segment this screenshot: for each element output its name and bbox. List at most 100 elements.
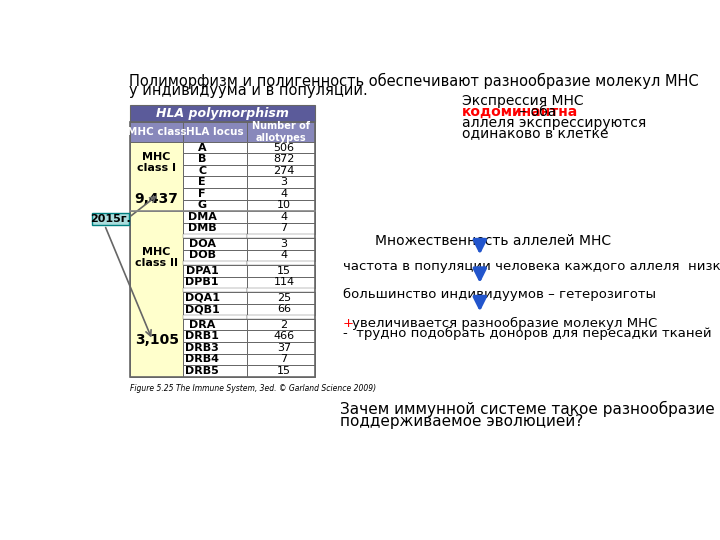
Text: 3: 3	[281, 239, 287, 249]
Text: DOA: DOA	[189, 239, 215, 249]
Bar	[183, 122, 246, 142]
Bar	[130, 122, 315, 377]
Bar	[183, 303, 246, 315]
Text: кодоминантна: кодоминантна	[462, 105, 578, 119]
Bar	[246, 365, 315, 377]
Text: Figure 5.25 The Immune System, 3ed. © Garland Science 2009): Figure 5.25 The Immune System, 3ed. © Ga…	[130, 384, 377, 393]
Bar	[183, 315, 246, 319]
Text: 9,437: 9,437	[135, 192, 179, 206]
Bar	[246, 354, 315, 365]
Bar	[183, 177, 246, 188]
Text: -  трудно подобрать доноров для пересадки тканей: - трудно подобрать доноров для пересадки…	[343, 327, 711, 340]
Text: большинство индивидуумов – гетерозиготы: большинство индивидуумов – гетерозиготы	[343, 288, 656, 301]
Text: 3,105: 3,105	[135, 333, 179, 347]
Text: HLA locus: HLA locus	[186, 127, 243, 137]
Bar	[246, 142, 315, 153]
Bar	[183, 211, 246, 222]
Text: 66: 66	[277, 304, 291, 314]
Bar	[183, 265, 246, 276]
Bar	[246, 222, 315, 234]
Text: DQB1: DQB1	[185, 304, 220, 314]
Text: DOB: DOB	[189, 251, 215, 260]
Bar	[246, 153, 315, 165]
Bar	[183, 261, 246, 265]
Text: Зачем иммунной системе такое разнообразие МНС,: Зачем иммунной системе такое разнообрази…	[341, 401, 720, 417]
Bar	[246, 315, 315, 319]
Text: DRB5: DRB5	[185, 366, 219, 376]
Bar	[246, 288, 315, 292]
Bar	[130, 142, 183, 211]
Text: Экспрессия МНС: Экспрессия МНС	[462, 94, 584, 108]
Bar	[183, 165, 246, 177]
Bar	[130, 105, 315, 122]
Text: MHC
class II: MHC class II	[135, 247, 178, 268]
Text: 274: 274	[274, 166, 294, 176]
Text: DRB4: DRB4	[185, 354, 219, 364]
Bar	[246, 238, 315, 249]
Bar	[246, 303, 315, 315]
Text: +: +	[343, 316, 354, 329]
Bar	[183, 292, 246, 303]
Text: HLA polymorphism: HLA polymorphism	[156, 107, 289, 120]
Text: 2: 2	[281, 320, 287, 330]
Bar	[183, 249, 246, 261]
Text: 15: 15	[277, 266, 291, 276]
Text: одинаково в клетке: одинаково в клетке	[462, 126, 608, 140]
Bar	[246, 249, 315, 261]
Text: DPB1: DPB1	[185, 278, 219, 287]
Text: 506: 506	[274, 143, 294, 153]
Text: 466: 466	[274, 331, 294, 341]
Bar	[183, 153, 246, 165]
Bar	[246, 330, 315, 342]
Text: частота в популяции человека каждого аллеля  низкая: частота в популяции человека каждого алл…	[343, 260, 720, 273]
Bar	[246, 200, 315, 211]
Bar	[130, 122, 183, 142]
Bar	[246, 292, 315, 303]
Text: Множественность аллелей МНС: Множественность аллелей МНС	[375, 234, 611, 248]
Bar	[91, 213, 129, 225]
Text: Полиморфизм и полигенность обеспечивают разнообразие молекул МНС: Полиморфизм и полигенность обеспечивают …	[129, 72, 698, 89]
Bar	[246, 211, 315, 222]
Text: аллеля экспрессируются: аллеля экспрессируются	[462, 116, 647, 130]
Bar	[246, 319, 315, 330]
Bar	[183, 354, 246, 365]
Text: 15: 15	[277, 366, 291, 376]
Bar	[183, 222, 246, 234]
Text: DQA1: DQA1	[184, 293, 220, 303]
Text: 2015г.: 2015г.	[90, 214, 130, 224]
Text: 37: 37	[277, 343, 291, 353]
Text: G: G	[197, 200, 207, 210]
Bar	[246, 165, 315, 177]
Text: – оба: – оба	[515, 105, 557, 119]
Text: у индивидуума и в популяции.: у индивидуума и в популяции.	[129, 83, 367, 98]
Text: F: F	[198, 189, 206, 199]
Text: 3: 3	[281, 177, 287, 187]
Bar	[183, 234, 246, 238]
Text: E: E	[198, 177, 206, 187]
Text: 872: 872	[274, 154, 294, 164]
Text: A: A	[198, 143, 207, 153]
Text: Number of
allotypes: Number of allotypes	[252, 121, 310, 143]
Bar	[246, 122, 315, 142]
Text: 25: 25	[277, 293, 291, 303]
Bar	[246, 342, 315, 354]
Bar	[183, 319, 246, 330]
Bar	[246, 234, 315, 238]
Text: DRB1: DRB1	[185, 331, 219, 341]
Text: MHC
class I: MHC class I	[137, 152, 176, 173]
Bar	[183, 200, 246, 211]
Text: 4: 4	[281, 189, 287, 199]
Text: C: C	[198, 166, 206, 176]
Bar	[183, 365, 246, 377]
Text: увеличивается разнообразие молекул МНС: увеличивается разнообразие молекул МНС	[352, 316, 657, 329]
Text: DMA: DMA	[188, 212, 217, 222]
Bar	[183, 188, 246, 200]
Text: 10: 10	[277, 200, 291, 210]
Text: DRB3: DRB3	[185, 343, 219, 353]
Text: 7: 7	[281, 224, 287, 233]
Bar	[246, 188, 315, 200]
Text: DRA: DRA	[189, 320, 215, 330]
Text: DPA1: DPA1	[186, 266, 218, 276]
Bar	[130, 211, 183, 377]
Text: 4: 4	[281, 251, 287, 260]
